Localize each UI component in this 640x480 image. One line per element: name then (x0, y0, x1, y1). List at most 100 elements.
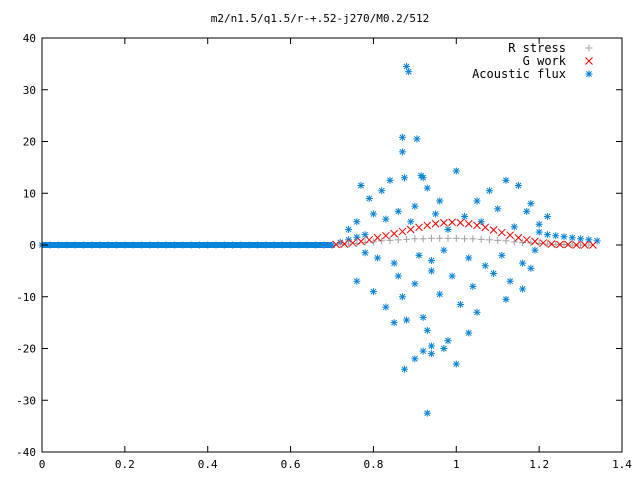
g-work-point (464, 219, 473, 228)
g-work-point (564, 240, 572, 249)
r-stress-point (519, 238, 527, 246)
r-stress-point (568, 241, 576, 249)
g-work-point (398, 227, 407, 236)
x-tick-label: 1.4 (612, 458, 632, 471)
acoustic-flux-point (394, 207, 402, 215)
r-stress-point (386, 236, 394, 244)
acoustic-flux-point (498, 251, 506, 259)
y-tick-label: 40 (23, 32, 36, 45)
g-work-point (481, 223, 490, 232)
acoustic-flux-point (535, 220, 543, 228)
acoustic-flux-point (436, 197, 444, 205)
x-tick-label: 0.8 (363, 458, 383, 471)
g-work-point (440, 218, 448, 227)
acoustic-flux-point (423, 409, 431, 417)
acoustic-flux-point (415, 251, 423, 259)
g-work-point (332, 240, 340, 249)
legend-marker-g-work (585, 57, 593, 65)
acoustic-flux-point (398, 293, 406, 301)
r-stress-point (552, 240, 560, 248)
acoustic-flux-point (519, 259, 527, 267)
legend-markers (585, 44, 593, 78)
plot-area (38, 62, 601, 417)
g-work-point (473, 221, 481, 230)
g-work-point (556, 240, 564, 249)
acoustic-flux-point (444, 337, 452, 345)
acoustic-flux-point (568, 234, 576, 242)
acoustic-flux-point (423, 326, 431, 334)
r-stress-point (345, 240, 353, 248)
r-stress-point (585, 241, 593, 249)
acoustic-flux-point (419, 313, 427, 321)
r-stress-point (510, 238, 518, 246)
acoustic-flux-point (514, 181, 522, 189)
r-stress-point (419, 235, 427, 243)
r-stress-point (577, 241, 585, 249)
g-work-point (589, 241, 597, 249)
acoustic-flux-point (411, 355, 419, 363)
g-work-point (390, 229, 398, 238)
g-work-point (514, 233, 523, 242)
x-tick-label: 0 (39, 458, 46, 471)
r-stress-point (427, 234, 435, 242)
acoustic-flux-point (405, 68, 413, 76)
y-tick-label: -30 (16, 394, 36, 407)
r-stress-point (444, 234, 452, 242)
y-tick-label: -20 (16, 343, 36, 356)
r-stress-point (560, 240, 568, 248)
acoustic-flux-point (361, 249, 369, 257)
acoustic-flux-point (369, 288, 377, 296)
acoustic-flux-point (353, 218, 361, 226)
acoustic-flux-point (473, 197, 481, 205)
acoustic-flux-point (411, 280, 419, 288)
acoustic-flux-point (543, 213, 551, 221)
g-work-point (456, 218, 465, 227)
legend-marker-r-stress (585, 44, 593, 52)
g-work-point (357, 237, 365, 246)
acoustic-flux-point (432, 210, 440, 218)
acoustic-flux-point (361, 231, 369, 239)
acoustic-flux-point (398, 133, 406, 141)
acoustic-flux-point (427, 350, 435, 358)
acoustic-flux-point (502, 295, 510, 303)
acoustic-flux-point (403, 62, 411, 70)
acoustic-flux-point (394, 272, 402, 280)
x-axis: 0 0.2 0.4 0.6 0.8 1 1.2 1.4 (39, 38, 632, 471)
x-tick-label: 0.2 (115, 458, 135, 471)
acoustic-flux-point (427, 342, 435, 350)
acoustic-flux-point (419, 347, 427, 355)
g-work-point (506, 231, 514, 240)
y-tick-label: 20 (23, 136, 36, 149)
acoustic-flux-point (427, 257, 435, 265)
r-stress-point (461, 235, 469, 243)
g-work-point (415, 223, 423, 232)
g-work-point (498, 228, 506, 237)
g-work-point (572, 241, 581, 249)
acoustic-flux-point (465, 254, 473, 262)
g-work-point (522, 235, 531, 244)
g-work-point (382, 231, 390, 240)
y-tick-label: 0 (29, 239, 36, 252)
r-stress-point (436, 234, 444, 242)
acoustic-flux-point (448, 272, 456, 280)
acoustic-flux-point (481, 262, 489, 270)
acoustic-flux-point (543, 231, 551, 239)
acoustic-flux-point (485, 187, 493, 195)
g-work-point (373, 233, 382, 242)
x-tick-label: 0.6 (281, 458, 301, 471)
r-stress-point (494, 236, 502, 244)
r-stress-point (469, 235, 477, 243)
acoustic-flux-point (378, 187, 386, 195)
r-stress-point (485, 236, 493, 244)
r-stress-point (477, 235, 485, 243)
acoustic-flux-point (401, 174, 408, 182)
acoustic-flux-point (502, 176, 510, 184)
acoustic-flux-point (473, 308, 481, 316)
g-work-point (539, 239, 548, 247)
acoustic-flux-point (386, 176, 394, 184)
legend-label-g-work: G work (523, 54, 567, 68)
acoustic-flux-point (357, 181, 365, 189)
r-stress-point (361, 238, 369, 246)
legend-label-r-stress: R stress (508, 41, 566, 55)
